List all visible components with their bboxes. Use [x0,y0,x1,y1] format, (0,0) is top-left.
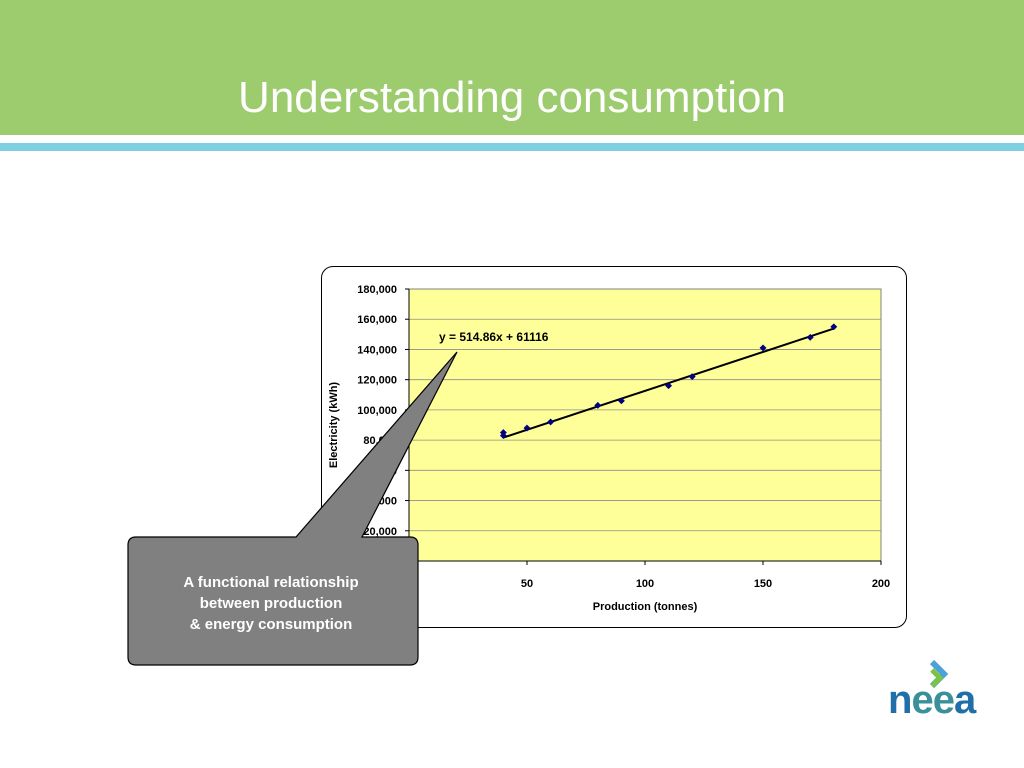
x-tick-label: 200 [872,578,890,590]
data-point [523,424,531,432]
x-axis-label: Production (tonnes) [593,601,698,613]
callout-text: A functional relationship between produc… [140,572,402,635]
logo-letter: e [932,678,955,722]
trendline-equation: y = 514.86x + 61116 [439,330,549,344]
plot-area [408,288,882,562]
y-tick-label: 20,000 [363,526,397,538]
data-point [665,382,673,390]
data-point [547,418,555,426]
logo-wordmark: neea [888,678,976,722]
logo-letter: e [911,678,933,722]
y-axis-label: Electricity (kWh) [328,382,340,469]
y-tick-label: 160,000 [357,314,397,326]
y-tick-label: 180,000 [357,284,397,296]
y-tick-label: 140,000 [357,344,397,356]
data-point [499,432,507,440]
y-tick-label: 120,000 [357,375,397,387]
callout-box [127,351,458,666]
title-bar [0,0,1024,135]
slide-title: Understanding consumption [238,73,786,122]
callout-line-3: & energy consumption [189,616,353,633]
y-tick-label: 100,000 [357,405,397,417]
header-rule [0,143,1024,151]
logo-letter: a [953,678,976,722]
callout-line-1: A functional relationship [183,574,359,591]
neea-logo: neea [888,660,988,724]
x-tick-label: 100 [636,578,654,590]
data-point [806,333,814,341]
logo-letter: n [888,678,912,722]
data-point [759,344,767,352]
data-point [617,397,625,405]
data-point [688,373,696,381]
x-tick-label: 150 [754,578,772,590]
data-point [830,323,838,331]
data-point [594,401,602,409]
x-tick-label: 50 [521,578,533,590]
callout-line-2: between production [199,595,343,612]
chevron-arrow-icon [929,660,949,689]
header-gap [0,135,1024,143]
